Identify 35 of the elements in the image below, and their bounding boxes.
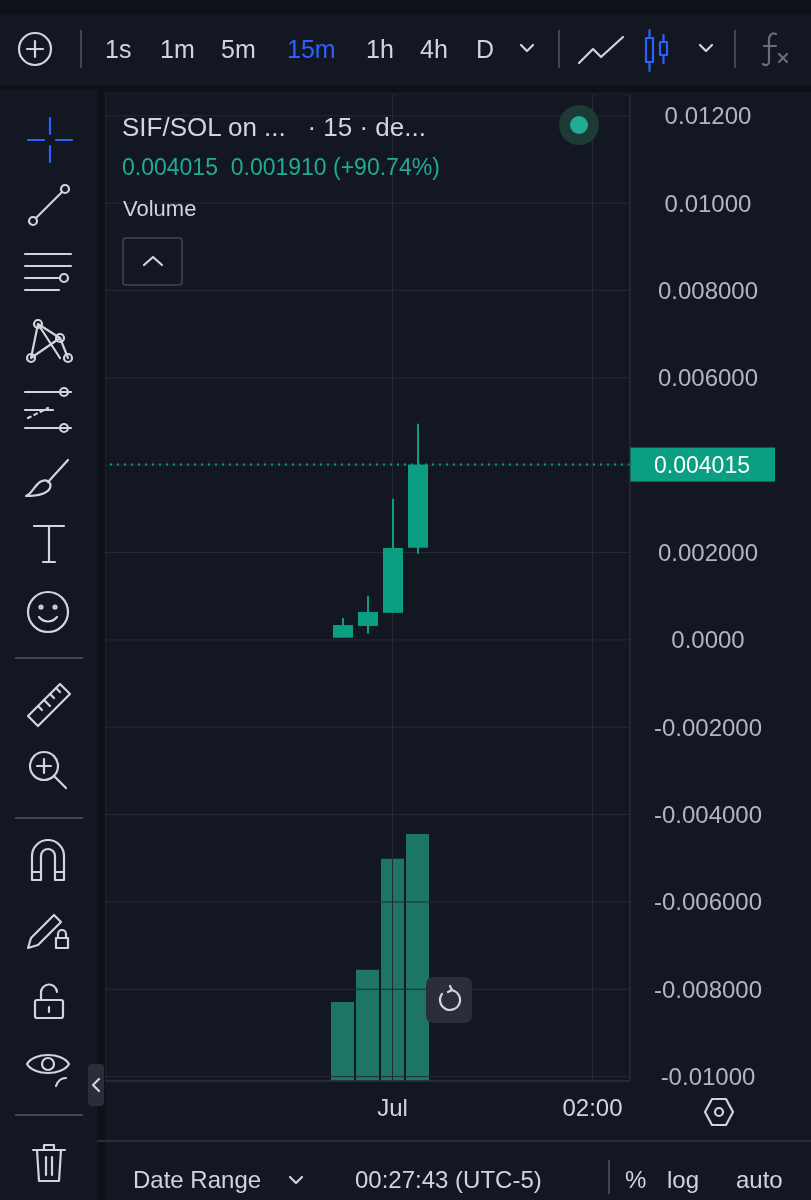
- text: 15m: [287, 35, 336, 63]
- y-tick-label: 0.01200: [664, 102, 752, 130]
- text: D: [476, 35, 495, 63]
- y-tick-label: -0.01000: [660, 1063, 756, 1091]
- y-tick-label: 0.01000: [664, 189, 752, 217]
- x-tick-label: 02:00: [562, 1094, 623, 1122]
- x-tick-label: Jul: [377, 1094, 408, 1122]
- bar: [356, 969, 379, 1081]
- text: %: [625, 1166, 647, 1193]
- bar: [406, 834, 429, 1081]
- ref-line-label: 0.004015: [654, 451, 750, 478]
- text: 1m: [160, 35, 195, 63]
- text: 5m: [221, 35, 256, 63]
- y-tick-label: -0.004000: [653, 801, 763, 829]
- text: 4h: [420, 35, 448, 63]
- y-tick-label: 0.0000: [671, 626, 745, 654]
- y-tick-label: -0.008000: [653, 975, 763, 1003]
- bar: [381, 858, 404, 1081]
- y-tick-label: 0.006000: [657, 364, 759, 392]
- text: 1h: [366, 35, 394, 63]
- text: 1s: [105, 35, 132, 63]
- bar: [331, 1001, 354, 1081]
- text: 00:27:43 (UTC-5): [355, 1166, 542, 1193]
- text: SIF/SOL on ... · 15 · de...: [122, 112, 426, 143]
- y-tick-label: -0.002000: [653, 713, 763, 741]
- candlestick: [358, 594, 378, 635]
- y-tick-label: 0.008000: [657, 277, 759, 305]
- annotation: Volume: [123, 196, 197, 221]
- annotation: 0.004015 0.001910 (+90.74%): [122, 154, 440, 180]
- candlestick: [333, 617, 353, 639]
- y-tick-label: -0.006000: [653, 888, 763, 916]
- text: Date Range: [133, 1166, 262, 1193]
- text: auto: [736, 1166, 783, 1193]
- text: log: [667, 1166, 700, 1193]
- y-tick-label: 0.002000: [657, 539, 759, 567]
